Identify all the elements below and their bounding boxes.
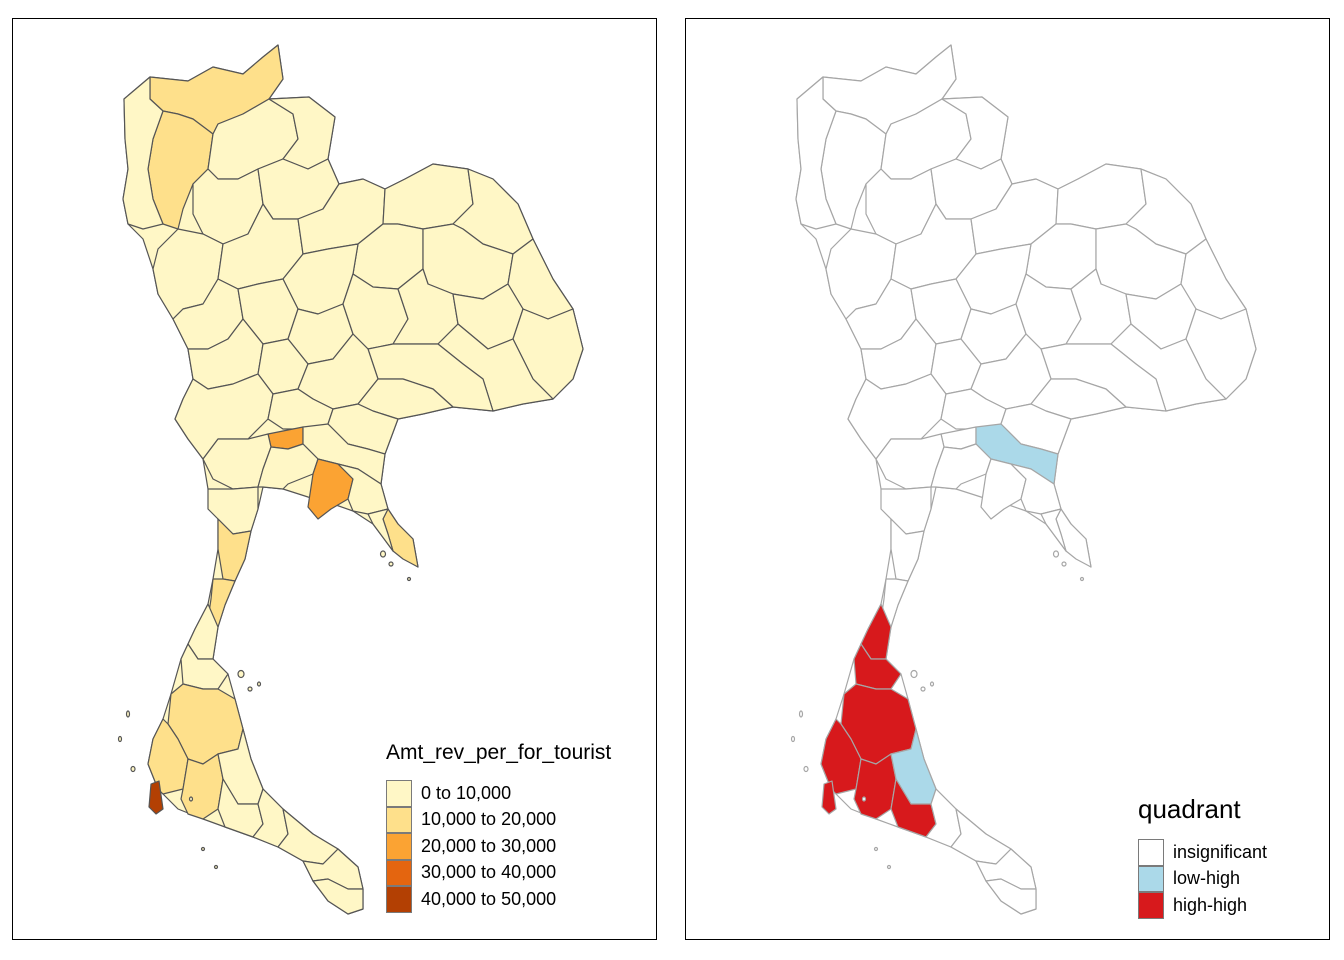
island-shape xyxy=(790,735,796,743)
province-polygon xyxy=(795,76,837,230)
choropleth-map-revenue xyxy=(117,44,584,915)
province-polygon xyxy=(277,808,339,865)
island-shape xyxy=(1061,561,1067,567)
map-panel-tourist-revenue: Amt_rev_per_for_tourist 0 to 10,000 10,0… xyxy=(12,18,657,940)
island-shape xyxy=(256,681,262,687)
province-polygon xyxy=(207,578,236,628)
legend-item-high-high: high-high xyxy=(1138,892,1267,919)
island-shape xyxy=(130,765,136,773)
province-polygon xyxy=(312,878,364,915)
legend-swatch xyxy=(386,886,412,913)
island-shape xyxy=(886,864,892,870)
island-shape xyxy=(117,735,123,743)
province-polygon xyxy=(148,780,164,815)
legend-item-0-10000: 0 to 10,000 xyxy=(386,780,611,807)
legend-revenue: Amt_rev_per_for_tourist 0 to 10,000 10,0… xyxy=(386,741,611,913)
legend-item-insignificant: insignificant xyxy=(1138,839,1267,866)
legend-swatch xyxy=(1138,839,1164,866)
legend-title: quadrant xyxy=(1138,794,1241,824)
island-shape xyxy=(861,796,867,802)
province-polygon xyxy=(207,486,259,535)
island-shape xyxy=(873,846,879,852)
legend-swatch xyxy=(386,833,412,860)
legend-quadrant: quadrant insignificant low-high high-hig… xyxy=(1138,794,1267,919)
island-shape xyxy=(388,561,394,567)
legend-swatch xyxy=(1138,892,1164,919)
legend-item-low-high: low-high xyxy=(1138,865,1267,892)
island-shape xyxy=(803,765,809,773)
province-polygon xyxy=(890,518,925,582)
province-polygon xyxy=(985,878,1037,915)
island-shape xyxy=(379,550,387,558)
province-shapes xyxy=(790,44,1257,915)
legend-swatch xyxy=(386,859,412,886)
island-shape xyxy=(188,796,194,802)
province-shapes xyxy=(117,44,584,915)
province-polygon xyxy=(853,753,897,820)
legend-label: 0 to 10,000 xyxy=(421,782,512,803)
province-polygon xyxy=(880,578,909,628)
legend-swatch xyxy=(386,806,412,833)
legend-label: insignificant xyxy=(1173,841,1268,862)
legend-item-30000-40000: 30,000 to 40,000 xyxy=(386,859,611,886)
legend-swatch xyxy=(386,780,412,807)
province-polygon xyxy=(217,518,252,582)
island-shape xyxy=(213,864,219,870)
island-shape xyxy=(910,669,918,679)
province-polygon xyxy=(950,808,1012,865)
province-polygon xyxy=(1040,508,1067,552)
legend-swatch xyxy=(1138,865,1164,892)
legend-label: 40,000 to 50,000 xyxy=(421,888,557,909)
island-shape xyxy=(247,686,253,692)
island-shape xyxy=(237,669,245,679)
island-shape xyxy=(125,710,131,718)
legend-label: high-high xyxy=(1173,894,1248,915)
island-shape xyxy=(200,846,206,852)
province-polygon xyxy=(821,780,837,815)
island-shape xyxy=(798,710,804,718)
province-polygon xyxy=(180,753,224,820)
legend-label: 10,000 to 20,000 xyxy=(421,809,557,830)
province-polygon xyxy=(122,76,164,230)
legend-label: 30,000 to 40,000 xyxy=(421,862,557,883)
province-polygon xyxy=(367,508,394,552)
legend-label: 20,000 to 30,000 xyxy=(421,835,557,856)
island-shape xyxy=(920,686,926,692)
lisa-cluster-map xyxy=(790,44,1257,915)
map-panel-quadrant: quadrant insignificant low-high high-hig… xyxy=(685,18,1330,940)
island-shape xyxy=(406,576,412,582)
island-shape xyxy=(929,681,935,687)
legend-label: low-high xyxy=(1173,868,1241,889)
island-shape xyxy=(1079,576,1085,582)
island-shape xyxy=(1052,550,1060,558)
province-polygon xyxy=(880,486,932,535)
legend-item-10000-20000: 10,000 to 20,000 xyxy=(386,806,611,833)
legend-item-20000-30000: 20,000 to 30,000 xyxy=(386,833,611,860)
legend-item-40000-50000: 40,000 to 50,000 xyxy=(386,886,611,913)
legend-title: Amt_rev_per_for_tourist xyxy=(386,741,612,764)
